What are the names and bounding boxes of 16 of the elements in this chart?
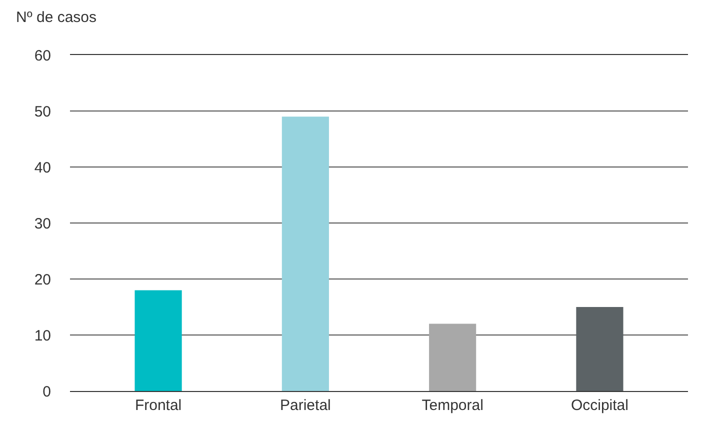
y-tick-label: 40 — [34, 159, 51, 176]
bar — [429, 324, 476, 391]
y-tick-label: 60 — [34, 47, 51, 64]
bar — [282, 116, 329, 391]
bar — [576, 307, 624, 391]
y-axis-title: Nº de casos — [16, 9, 97, 26]
x-tick-label: Occipital — [570, 397, 628, 414]
bar — [134, 290, 182, 391]
y-tick-label: 30 — [34, 215, 51, 232]
y-tick-label: 0 — [42, 383, 51, 400]
x-tick-label: Frontal — [134, 397, 182, 414]
x-tick-label: Parietal — [280, 397, 331, 414]
x-tick-label: Temporal — [422, 397, 484, 414]
y-tick-label: 50 — [34, 103, 51, 120]
y-tick-label: 10 — [34, 327, 51, 344]
y-tick-label: 20 — [34, 271, 51, 288]
